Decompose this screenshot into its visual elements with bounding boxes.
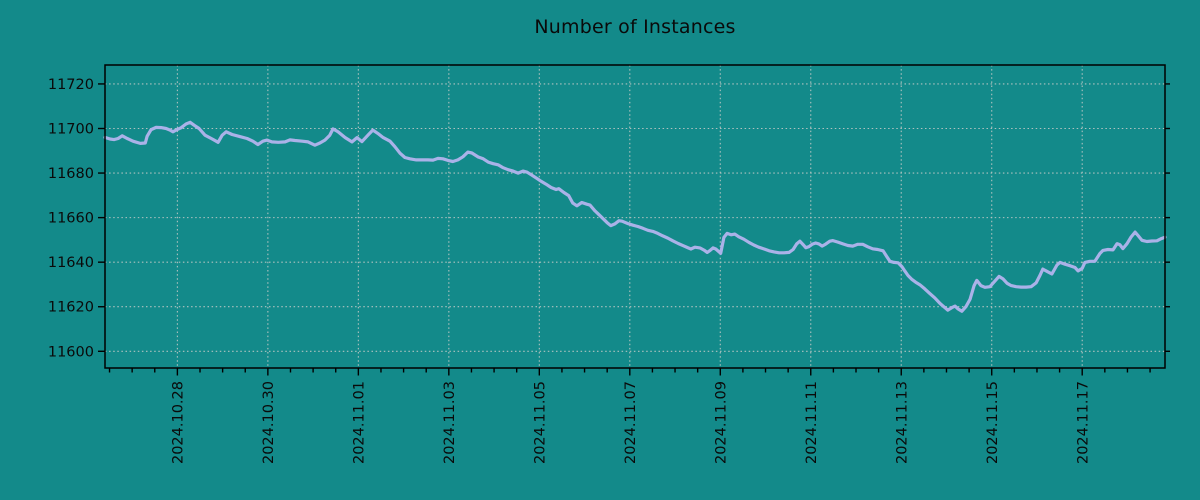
y-tick-label: 11720 (48, 77, 94, 93)
plot-border (104, 64, 1166, 369)
x-tick-label: 2024.11.11 (804, 381, 820, 464)
y-tick-label: 11700 (48, 121, 94, 137)
y-tick-label: 11620 (48, 300, 94, 316)
x-tick-label: 2024.11.13 (894, 381, 910, 464)
x-tick-label: 2024.11.03 (442, 381, 458, 464)
data-line (103, 120, 1167, 313)
x-tick-label: 2024.11.01 (352, 381, 368, 464)
x-tick-label: 2024.10.28 (171, 381, 187, 464)
chart-title: Number of Instances (534, 16, 736, 38)
x-tick-label: 2024.10.30 (261, 381, 277, 464)
x-tick-label: 2024.11.09 (713, 381, 729, 464)
y-tick-label: 11660 (48, 211, 94, 227)
y-tick-label: 11600 (48, 344, 94, 360)
x-tick-label: 2024.11.15 (985, 381, 1001, 464)
x-tick-label: 2024.11.05 (533, 381, 549, 464)
x-tick-label: 2024.11.17 (1075, 381, 1091, 464)
y-tick-label: 11640 (48, 255, 94, 271)
x-tick-label: 2024.11.07 (623, 381, 639, 464)
y-tick-label: 11680 (48, 166, 94, 182)
